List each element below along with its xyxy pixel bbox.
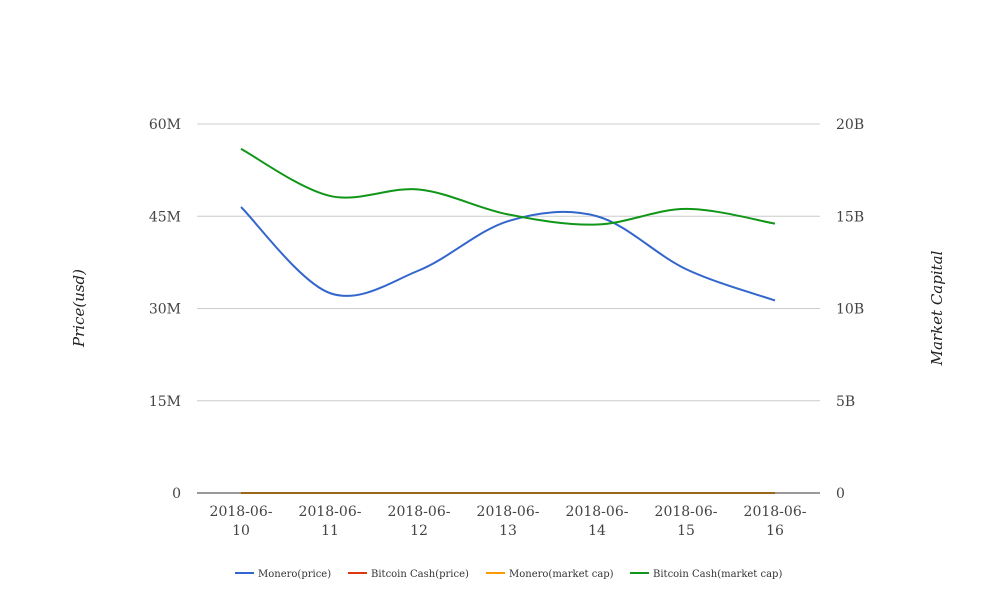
x-axis-ticks: 2018-06-10 2018-06-11 2018-06-12 2018-06-13… — [210, 504, 807, 539]
left-axis-ticks: 0 15M 30M 45M 60M — [149, 117, 181, 502]
left-axis-title: Price(usd) — [70, 269, 88, 348]
legend-item: Bitcoin Cash(market cap) — [630, 569, 782, 580]
right-tick-label: 10B — [836, 302, 864, 318]
legend-label: Monero(price) — [258, 569, 331, 580]
left-tick-label: 15M — [149, 394, 181, 410]
series-line-bitcoin-cash-market-cap — [240, 148, 776, 226]
right-tick-label: 15B — [836, 209, 864, 225]
grid-lines — [197, 123, 820, 402]
series-line-monero-price — [240, 206, 776, 302]
right-axis-ticks: 0 5B 10B 15B 20B — [836, 117, 864, 502]
x-tick-label: 2018-06-12 — [388, 504, 451, 539]
legend-item: Monero(market cap) — [486, 569, 614, 580]
x-tick-label: 2018-06-14 — [566, 504, 629, 539]
left-tick-label: 60M — [149, 117, 181, 133]
legend-label: Bitcoin Cash(price) — [371, 569, 469, 580]
legend-label: Monero(market cap) — [509, 569, 614, 580]
right-axis-title: Market Capital — [928, 250, 946, 366]
left-tick-label: 45M — [149, 209, 181, 225]
x-tick-label: 2018-06-16 — [744, 504, 807, 539]
series-lines — [240, 148, 776, 495]
right-tick-label: 5B — [836, 394, 855, 410]
legend-item: Bitcoin Cash(price) — [348, 569, 469, 580]
left-tick-label: 0 — [172, 486, 181, 502]
x-tick-label: 2018-06-10 — [210, 504, 273, 539]
legend-label: Bitcoin Cash(market cap) — [653, 569, 782, 580]
right-tick-label: 20B — [836, 117, 864, 133]
x-tick-label: 2018-06-13 — [477, 504, 540, 539]
x-tick-label: 2018-06-11 — [299, 504, 362, 539]
x-tick-label: 2018-06-15 — [655, 504, 718, 539]
legend: Monero(price) Bitcoin Cash(price) Monero(m… — [235, 569, 782, 580]
legend-item: Monero(price) — [235, 569, 331, 580]
right-tick-label: 0 — [836, 486, 845, 502]
left-tick-label: 30M — [149, 302, 181, 318]
